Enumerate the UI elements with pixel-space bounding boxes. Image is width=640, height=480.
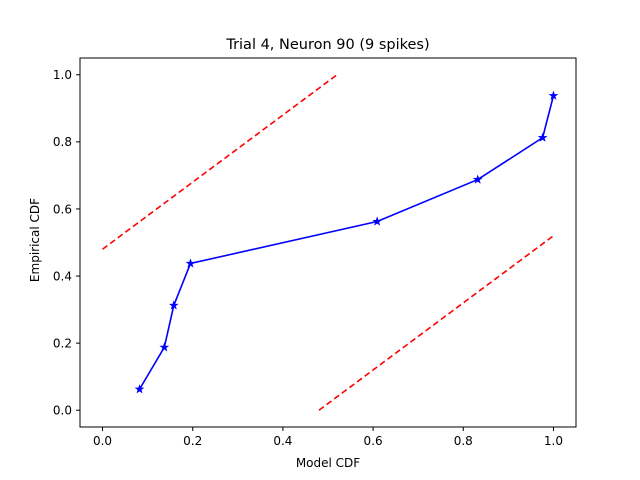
y-tick-label: 0.4 <box>53 269 72 283</box>
plot-area <box>102 74 559 411</box>
x-tick-label: 0.8 <box>454 434 473 448</box>
chart-title: Trial 4, Neuron 90 (9 spikes) <box>225 37 429 53</box>
confidence-bound-line <box>102 74 338 250</box>
cdf-series-line <box>138 95 555 390</box>
data-point-marker <box>548 90 559 100</box>
x-tick-label: 0.4 <box>273 434 292 448</box>
y-tick-label: 0.0 <box>53 404 72 418</box>
confidence-bound-line <box>318 235 554 411</box>
y-tick-label: 1.0 <box>53 68 72 82</box>
x-axis-label: Model CDF <box>296 456 360 470</box>
axes: 0.0 0.2 0.4 0.6 0.8 1.0 0.0 0.2 0.4 0.6 0.8 1.0 <box>53 57 577 448</box>
x-tick-label: 0.0 <box>93 434 112 448</box>
data-point-marker <box>372 216 382 226</box>
y-tick-label: 0.6 <box>53 202 72 216</box>
y-axis-label: Empirical CDF <box>28 198 42 282</box>
x-tick-label: 0.2 <box>183 434 202 448</box>
x-tick-label: 1.0 <box>544 434 563 448</box>
data-point-marker <box>185 258 196 268</box>
data-point-marker <box>472 174 483 184</box>
data-point-marker <box>159 342 170 352</box>
y-tick-label: 0.8 <box>53 135 72 149</box>
y-tick-label: 0.2 <box>53 336 72 350</box>
data-point-marker <box>537 132 548 142</box>
data-point-marker <box>168 300 179 310</box>
axes-frame <box>79 57 577 428</box>
data-point-marker <box>134 384 145 394</box>
x-tick-label: 0.6 <box>364 434 383 448</box>
